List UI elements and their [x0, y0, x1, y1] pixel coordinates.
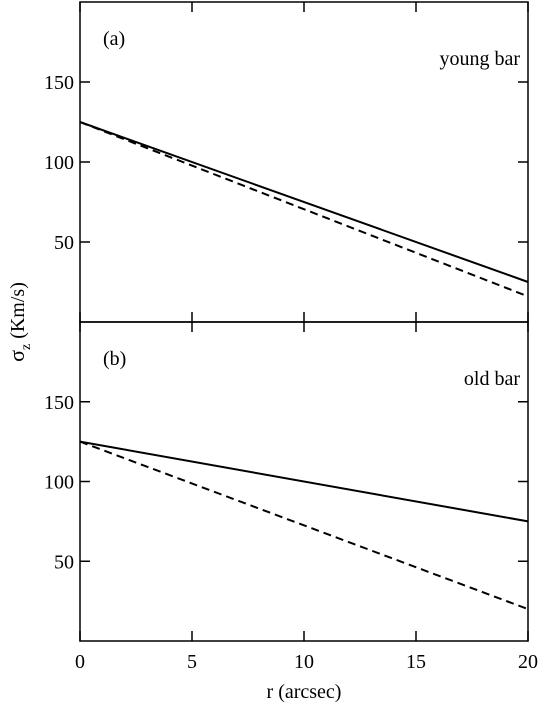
data-line [79, 121, 529, 283]
y-axis-unit: (Km/s) [7, 282, 29, 339]
x-tick-label: 10 [294, 651, 314, 673]
y-tick-label: 100 [44, 472, 74, 494]
y-axis-symbol: σ [4, 350, 29, 362]
y-tick-label: 50 [54, 232, 74, 254]
x-tick-label: 20 [518, 651, 538, 673]
y-axis-label: σz (Km/s) [4, 282, 34, 362]
x-tick-label: 5 [187, 651, 197, 673]
y-tick-label: 150 [44, 72, 74, 94]
x-axis-label: r (arcsec) [267, 681, 342, 703]
data-line [79, 121, 529, 298]
y-tick-label: 50 [54, 551, 74, 573]
panel-label: (b) [103, 348, 126, 370]
y-tick-label: 100 [44, 152, 74, 174]
annotation: young bar [439, 48, 520, 70]
annotation: old bar [464, 368, 520, 390]
data-line [79, 440, 529, 523]
panel-label: (a) [103, 28, 125, 50]
y-tick-label: 150 [44, 392, 74, 414]
y-axis-subscript: z [19, 344, 34, 350]
data-line [79, 440, 529, 611]
x-tick-label: 0 [75, 651, 85, 673]
x-tick-label: 15 [406, 651, 426, 673]
